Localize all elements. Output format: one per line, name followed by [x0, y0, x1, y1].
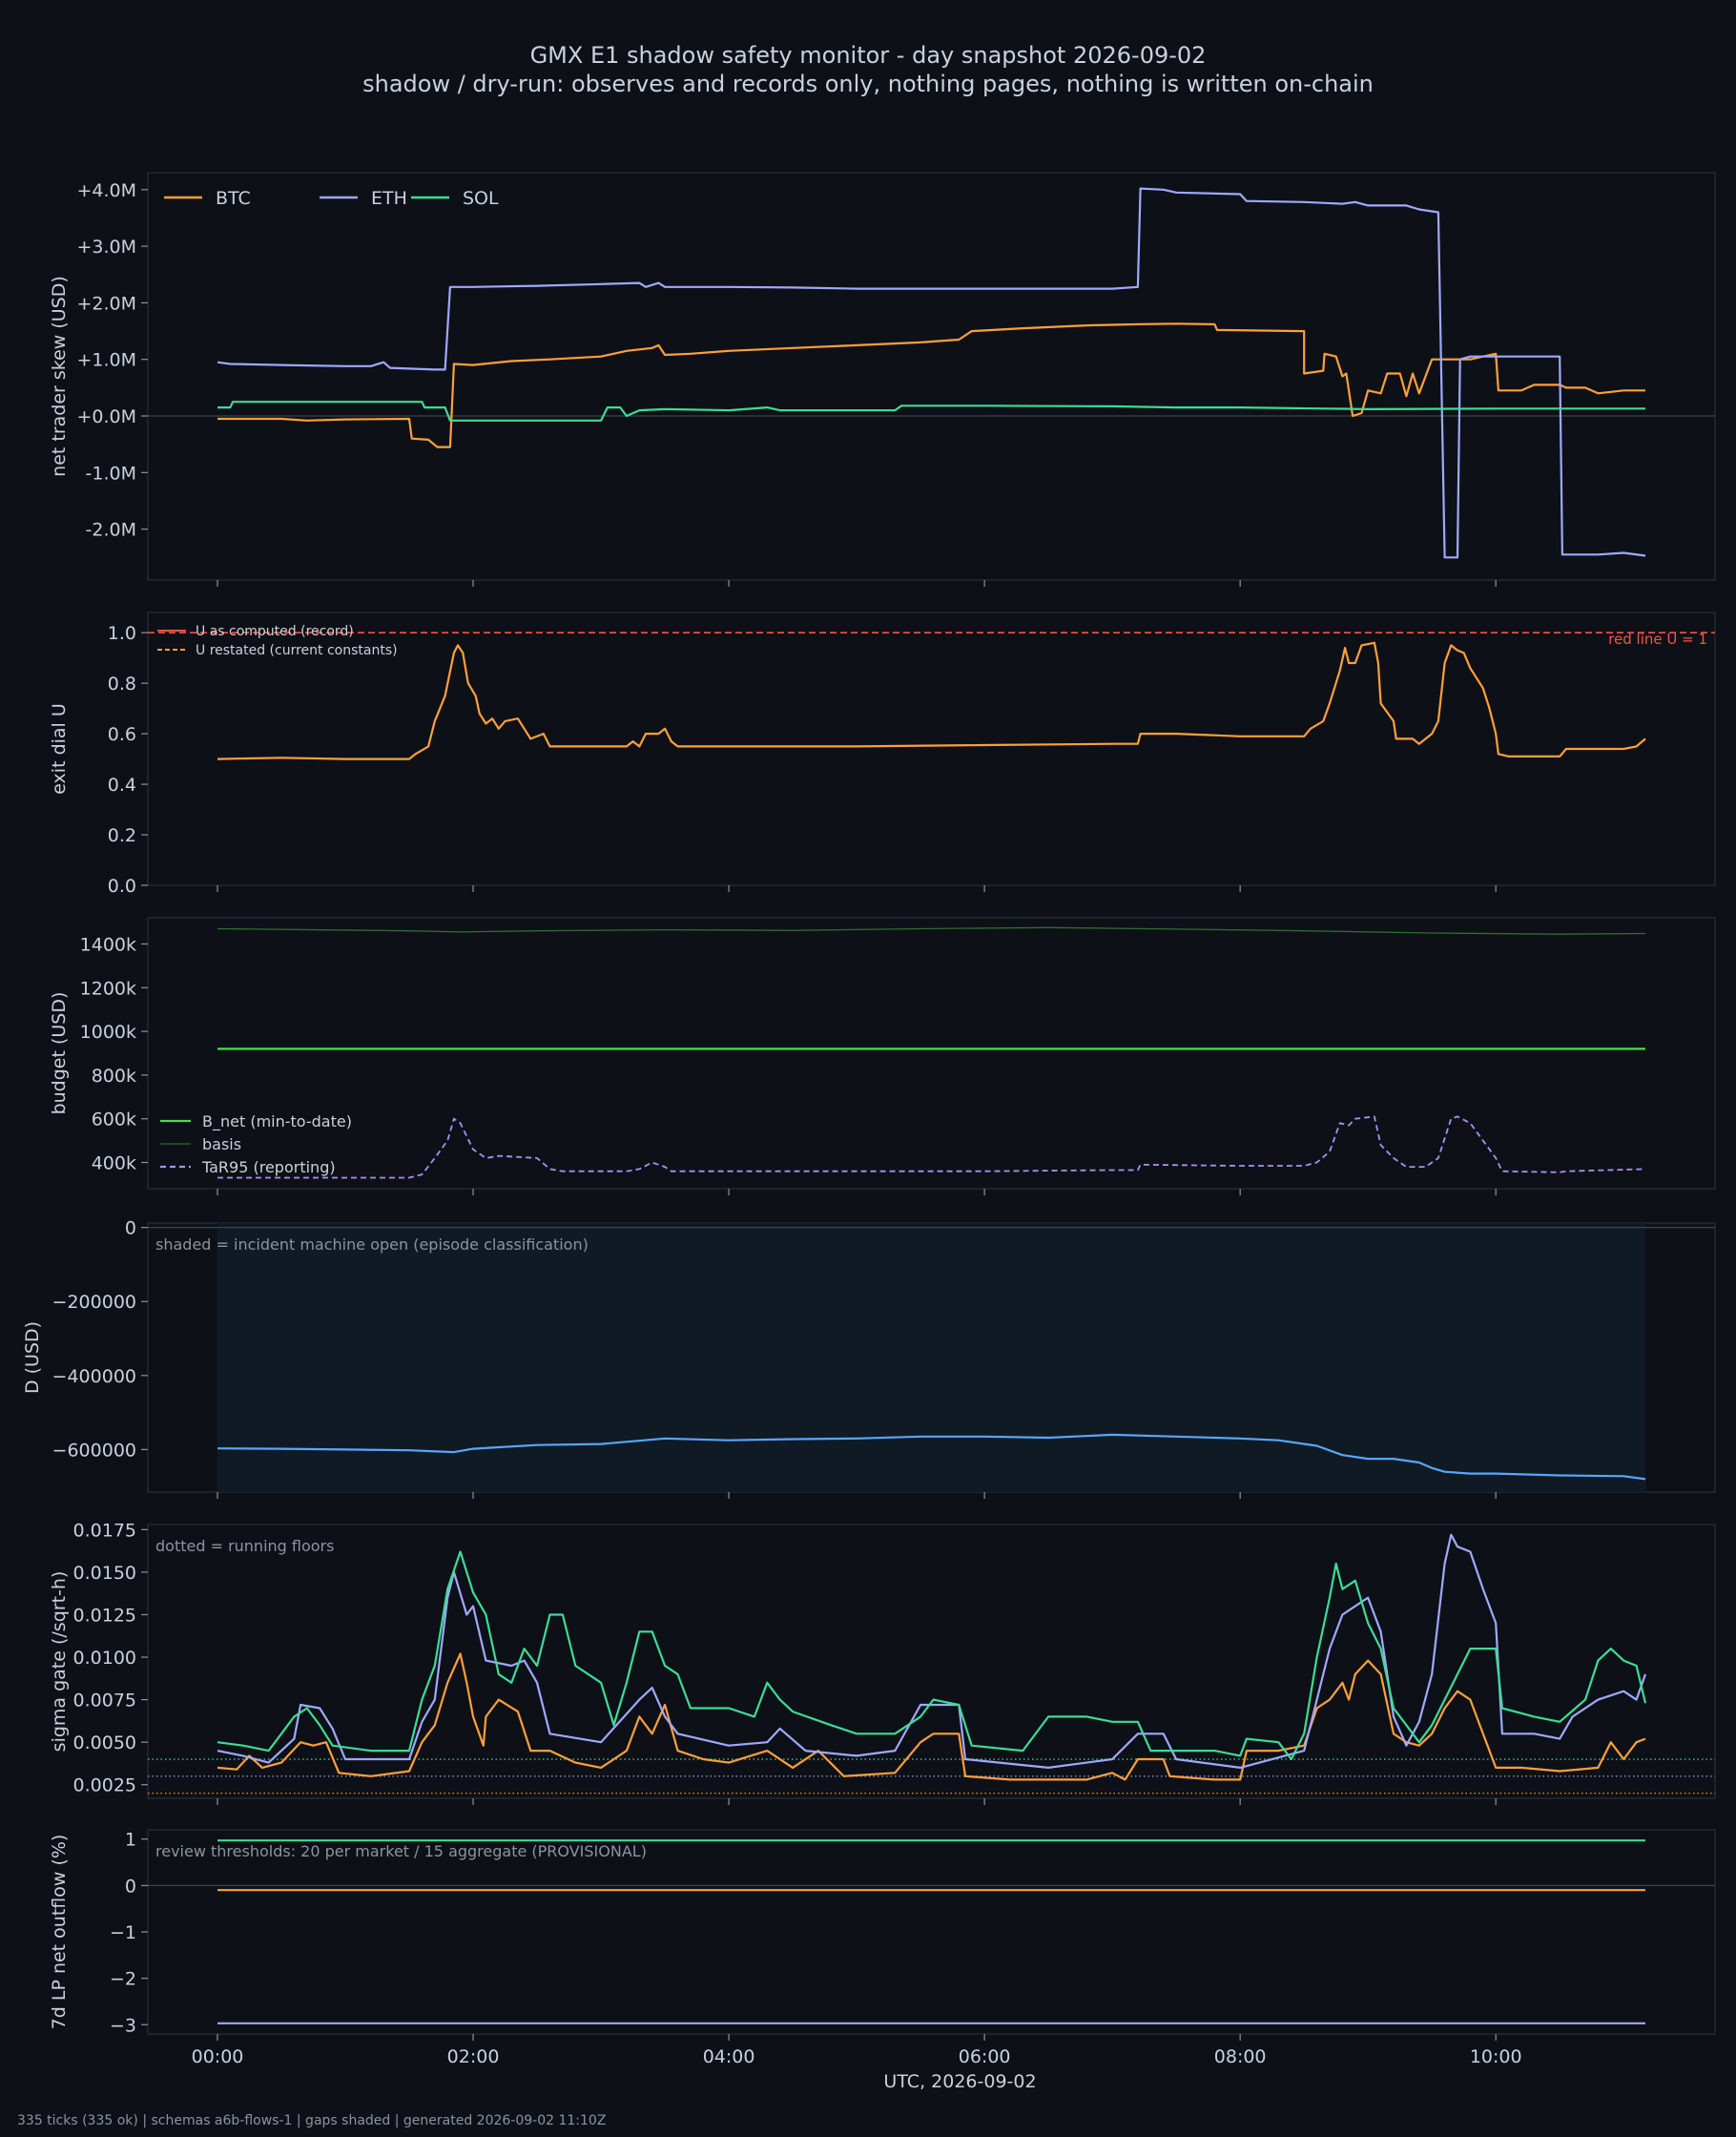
y-tick-label: 0.0150 [73, 1563, 136, 1584]
y-tick-label: 800k [92, 1066, 136, 1087]
series-btc [217, 1652, 1646, 1781]
y-tick-label: +1.0M [76, 350, 136, 371]
y-axis-label: budget (USD) [49, 992, 70, 1115]
y-tick-label: 0 [125, 1876, 136, 1897]
legend-label: U restated (current constants) [196, 643, 398, 658]
y-tick-label: 0.0025 [73, 1775, 136, 1796]
redline-annotation: red line U = 1 [1608, 631, 1707, 648]
panel-frame [147, 1524, 1716, 1799]
legend-label-eth: ETH [371, 188, 407, 209]
y-tick-label: 1 [125, 1830, 136, 1851]
shaded-region [217, 1223, 1645, 1492]
x-tick-label: 02:00 [447, 2046, 500, 2067]
panel-exitdial: 0.0 0.2 0.4 0.6 0.8 1.0 exit dial U red line U … [49, 612, 1716, 897]
legend-label-btc: BTC [216, 188, 251, 209]
legend-label: U as computed (record) [196, 624, 354, 639]
series-sol [217, 1550, 1647, 1761]
panel-annotation: dotted = running floors [155, 1537, 334, 1555]
y-tick-label: 1000k [80, 1022, 136, 1043]
x-tick-label: 00:00 [192, 2046, 244, 2067]
series-d [217, 1433, 1646, 1481]
legend-label: basis [202, 1135, 241, 1153]
y-tick-label: 0.6 [108, 724, 136, 745]
panel-frame [147, 1829, 1716, 2035]
y-tick-label: −600000 [52, 1440, 136, 1461]
y-tick-label: 0.0 [108, 876, 136, 897]
y-tick-label: -1.0M [86, 463, 136, 484]
panel-sigma: 0.0025 0.0050 0.0075 0.0100 0.0125 0.0150 0.01… [49, 1520, 1716, 1805]
panel-frame [147, 917, 1716, 1190]
y-axis-label: 7d LP net outflow (%) [49, 1835, 70, 2030]
legend-label: TaR95 (reporting) [201, 1158, 336, 1176]
x-tick-label: 10:00 [1470, 2046, 1522, 2067]
y-tick-label: 0.4 [108, 775, 136, 796]
y-tick-label: 0.0050 [73, 1732, 136, 1753]
y-tick-label: +3.0M [76, 237, 136, 258]
x-tick-label: 08:00 [1214, 2046, 1267, 2067]
legend-label-sol: SOL [463, 188, 499, 209]
y-tick-label: 1200k [80, 978, 136, 999]
y-tick-label: +2.0M [76, 293, 136, 314]
panel-drawdown: 0 −200000 −400000 −600000 D (USD) shaded = in… [22, 1218, 1716, 1499]
series-tar95 [217, 1115, 1646, 1179]
y-axis-label: D (USD) [22, 1321, 43, 1394]
chart-title: GMX E1 shadow safety monitor - day snaps… [529, 42, 1207, 69]
panel-budget: 400k 600k 800k 1000k 1200k 1400k budget (USD) B… [49, 917, 1716, 1195]
y-tick-label: +0.0M [76, 406, 136, 427]
panel-lpflow: 1 0 −1 −2 −3 7d LP net outflow (%) review thre… [49, 1829, 1716, 2092]
y-axis-label: net trader skew (USD) [49, 276, 70, 477]
series-u [217, 641, 1646, 760]
series-sol [217, 401, 1645, 422]
legend-label: B_net (min-to-date) [202, 1112, 352, 1131]
y-tick-label: 600k [92, 1110, 136, 1131]
y-tick-label: 1400k [80, 934, 136, 955]
y-tick-label: -2.0M [86, 520, 136, 541]
y-axis-label: sigma gate (/sqrt-h) [49, 1571, 70, 1753]
panel-skew: +4.0M +3.0M +2.0M +1.0M +0.0M -1.0M -2.0M net t… [49, 172, 1716, 587]
y-tick-label: −200000 [52, 1292, 136, 1313]
y-tick-label: −1 [110, 1922, 136, 1943]
panel-annotation: review thresholds: 20 per market / 15 ag… [155, 1842, 647, 1860]
y-tick-label: 0.8 [108, 674, 136, 695]
y-tick-label: 0.0175 [73, 1520, 136, 1541]
y-tick-label: 0.0100 [73, 1648, 136, 1669]
panel-annotation: shaded = incident machine open (episode … [155, 1235, 589, 1254]
y-tick-label: +4.0M [76, 180, 136, 201]
x-tick-label: 04:00 [703, 2046, 755, 2067]
footer-status: 335 ticks (335 ok) | schemas a6b-flows-1… [17, 2113, 607, 2128]
series-basis [217, 926, 1646, 935]
y-tick-label: 0.0075 [73, 1691, 136, 1712]
y-tick-label: 0 [125, 1218, 136, 1239]
y-tick-label: 400k [92, 1153, 136, 1174]
x-tick-label: 06:00 [959, 2046, 1011, 2067]
y-tick-label: −2 [110, 1969, 136, 1990]
panel-frame [147, 612, 1716, 886]
y-tick-label: −3 [110, 2015, 136, 2036]
y-tick-label: 1.0 [108, 623, 136, 644]
y-tick-label: 0.0125 [73, 1605, 136, 1626]
y-tick-label: 0.2 [108, 825, 136, 846]
y-tick-label: −400000 [52, 1366, 136, 1387]
series-eth [217, 187, 1646, 559]
chart-subtitle: shadow / dry-run: observes and records o… [362, 71, 1374, 97]
x-axis-label: UTC, 2026-09-02 [883, 2071, 1036, 2092]
panel-frame [147, 172, 1716, 581]
y-axis-label: exit dial U [49, 703, 70, 795]
